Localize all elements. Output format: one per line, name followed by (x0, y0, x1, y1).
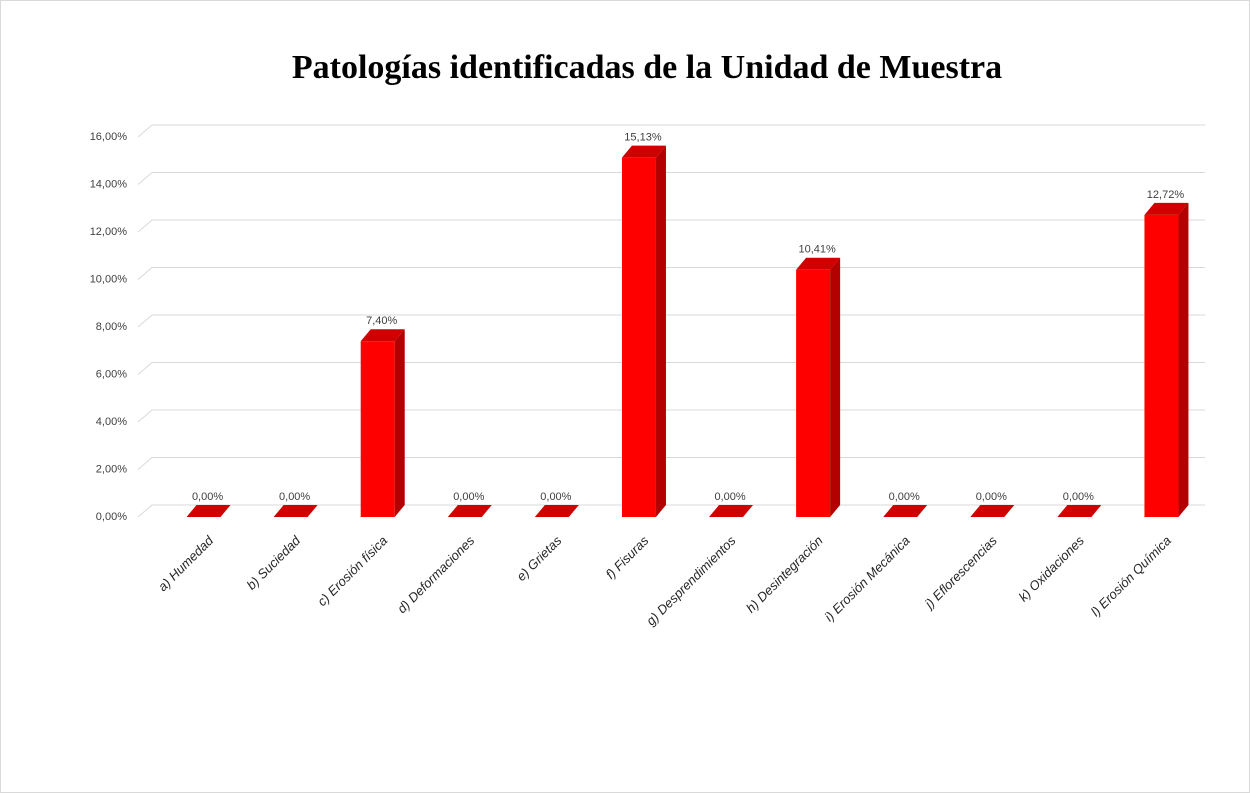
grid-line (137, 457, 1205, 470)
bar-top (709, 505, 754, 517)
y-tick-label: 2,00% (96, 463, 127, 475)
y-tick-label: 6,00% (96, 368, 127, 380)
bar (796, 257, 841, 517)
value-label: 0,00% (540, 491, 571, 503)
y-tick-label: 14,00% (90, 178, 128, 190)
y-tick-label: 8,00% (96, 321, 127, 333)
bar-top (970, 505, 1015, 517)
value-label: 0,00% (453, 491, 484, 503)
grid-line (137, 267, 1205, 280)
bar (1057, 505, 1102, 517)
bar-top (534, 505, 579, 517)
value-label: 10,41% (798, 244, 836, 256)
bar-top (1144, 202, 1189, 215)
bar-side (394, 329, 405, 517)
chart-title: Patologías identificadas de la Unidad de… (292, 49, 1002, 86)
bar-front (360, 341, 395, 517)
y-tick-label: 16,00% (90, 131, 128, 143)
bar-side (830, 257, 841, 517)
bar (447, 505, 492, 517)
grid-line (137, 409, 1205, 423)
grid-line (137, 124, 1205, 138)
bar-top (447, 505, 492, 517)
bar-front (1144, 214, 1179, 517)
value-label: 0,00% (889, 491, 920, 503)
grid-line (137, 172, 1205, 185)
grid-line (137, 314, 1205, 328)
value-label: 0,00% (714, 491, 745, 503)
bar (970, 505, 1015, 517)
bar (186, 505, 231, 517)
bar (534, 505, 579, 517)
value-label: 0,00% (976, 491, 1007, 503)
bar (273, 505, 318, 517)
grid-line (137, 504, 1205, 518)
bar-top (883, 505, 928, 517)
bar-front (796, 269, 831, 517)
bar-top (1057, 505, 1102, 517)
bar-top (273, 505, 318, 517)
y-tick-label: 12,00% (90, 226, 128, 238)
y-tick-label: 0,00% (96, 511, 127, 523)
bar-top (621, 145, 666, 158)
bar-top (796, 257, 841, 270)
grid-line (137, 219, 1205, 233)
value-label: 7,40% (366, 315, 397, 327)
value-label: 15,13% (624, 132, 662, 144)
bar (360, 329, 405, 517)
value-label: 12,72% (1147, 189, 1185, 201)
grid-line (137, 362, 1205, 375)
value-label: 0,00% (1063, 491, 1094, 503)
value-label: 0,00% (279, 491, 310, 503)
bar-side (655, 145, 666, 517)
y-tick-label: 10,00% (90, 273, 128, 285)
bar-top (186, 505, 231, 517)
bar-side (1178, 202, 1189, 517)
y-tick-label: 4,00% (96, 416, 127, 428)
value-label: 0,00% (192, 491, 223, 503)
bar-top (360, 329, 405, 342)
bar (709, 505, 754, 517)
bar (621, 145, 666, 517)
bar (883, 505, 928, 517)
bar-front (621, 157, 656, 517)
bar (1144, 202, 1189, 517)
